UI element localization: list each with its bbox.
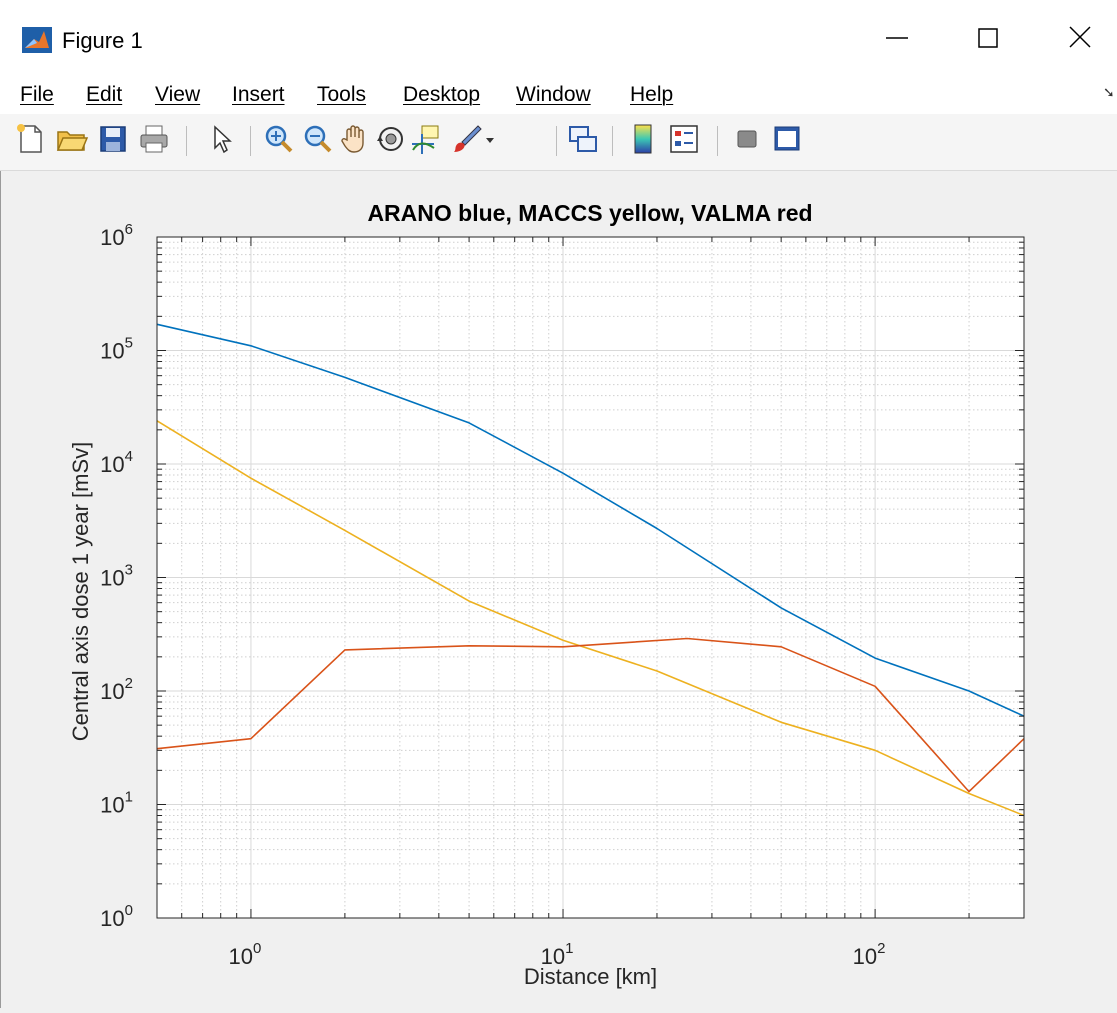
figure-toolbar <box>0 114 1117 171</box>
dose-distance-chart[interactable]: ARANO blue, MACCS yellow, VALMA red 100 1… <box>0 171 1117 1008</box>
toolbar-separator <box>250 126 251 156</box>
x-tick-label: 102 <box>853 940 886 969</box>
save-icon[interactable] <box>96 122 130 156</box>
menu-window[interactable]: Window <box>516 83 591 106</box>
chart-title: ARANO blue, MACCS yellow, VALMA red <box>367 200 812 226</box>
y-tick-label: 106 <box>100 221 133 250</box>
menu-view[interactable]: View <box>155 83 201 106</box>
y-tick-labels: 100 101 102 103 104 105 106 <box>100 221 133 931</box>
menu-tools[interactable]: Tools <box>317 83 367 106</box>
rotate-3d-icon[interactable] <box>374 122 408 156</box>
brush-dropdown-icon[interactable] <box>480 122 500 156</box>
brush-icon[interactable] <box>450 122 484 156</box>
print-icon[interactable] <box>137 122 171 156</box>
series-layer <box>156 323 1025 817</box>
menu-help[interactable]: Help <box>630 83 674 106</box>
y-tick-label: 103 <box>100 562 133 591</box>
menu-file[interactable]: File <box>20 83 54 106</box>
series-line-1 <box>156 420 1025 817</box>
y-tick-label: 101 <box>100 789 133 818</box>
menu-bar: File Edit View Insert Tools Desktop Wind… <box>0 78 1117 114</box>
x-tick-label: 100 <box>229 940 262 969</box>
data-cursor-icon[interactable] <box>410 122 444 156</box>
x-tick-labels: 100 101 102 <box>229 940 886 969</box>
series-line-2 <box>156 637 1025 793</box>
show-plot-tools-icon[interactable] <box>770 122 804 156</box>
figure-canvas: ARANO blue, MACCS yellow, VALMA red 100 1… <box>0 171 1117 1008</box>
x-axis-label: Distance [km] <box>524 964 657 989</box>
window-titlebar: Figure 1 <box>0 0 1117 78</box>
menu-dock-arrow-icon[interactable]: ➘ <box>1103 84 1115 100</box>
series-line-0 <box>156 323 1025 717</box>
menu-insert[interactable]: Insert <box>232 83 285 106</box>
toolbar-separator <box>717 126 718 156</box>
new-figure-icon[interactable] <box>14 122 48 156</box>
zoom-in-icon[interactable] <box>262 122 296 156</box>
colorbar-icon[interactable] <box>626 122 660 156</box>
legend-icon[interactable] <box>667 122 701 156</box>
y-tick-label: 104 <box>100 448 133 477</box>
pointer-icon[interactable] <box>204 122 238 156</box>
y-tick-label: 102 <box>100 675 133 704</box>
hide-plot-tools-icon[interactable] <box>730 122 764 156</box>
y-tick-label: 100 <box>100 902 133 931</box>
menu-desktop[interactable]: Desktop <box>403 83 481 106</box>
open-file-icon[interactable] <box>55 122 89 156</box>
toolbar-separator <box>186 126 187 156</box>
x-tick-label: 101 <box>541 940 574 969</box>
y-axis-label: Central axis dose 1 year [mSv] <box>68 442 93 742</box>
tick-marks <box>156 236 1025 919</box>
minimize-button[interactable] <box>872 18 922 58</box>
toolbar-separator <box>556 126 557 156</box>
toolbar-separator <box>612 126 613 156</box>
menu-edit[interactable]: Edit <box>86 83 123 106</box>
figure-left-border <box>0 171 1 1008</box>
pan-hand-icon[interactable] <box>338 122 372 156</box>
link-plot-icon[interactable] <box>566 122 600 156</box>
y-tick-label: 105 <box>100 335 133 364</box>
maximize-button[interactable] <box>962 18 1012 58</box>
matlab-logo-icon <box>22 27 52 53</box>
close-button[interactable] <box>1055 18 1105 58</box>
window-title: Figure 1 <box>62 28 143 53</box>
zoom-out-icon[interactable] <box>301 122 335 156</box>
